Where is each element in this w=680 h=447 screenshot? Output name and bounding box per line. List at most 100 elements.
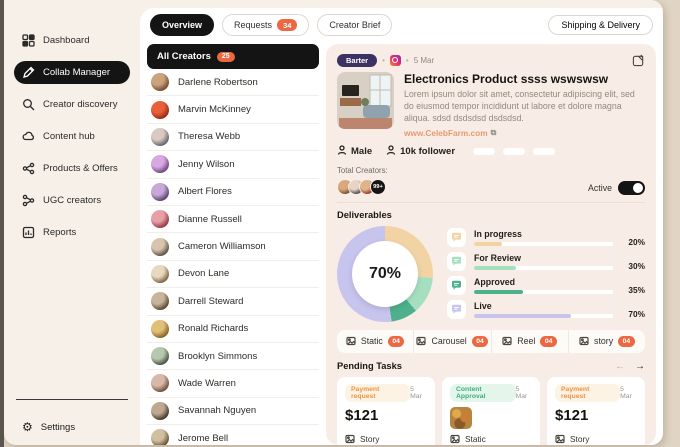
sidebar-item[interactable]: UGC creators: [14, 189, 130, 212]
active-toggle[interactable]: [618, 180, 645, 195]
category-tag[interactable]: [533, 147, 556, 155]
creator-list-item[interactable]: Jerome Bell: [147, 425, 319, 445]
format-chip[interactable]: Reel 04: [492, 329, 569, 353]
total-creators-row: Total Creators: 99+ Active: [337, 166, 645, 195]
sidebar-item-icon: [22, 194, 35, 207]
tab-label: Creator Brief: [329, 20, 381, 30]
category-tag[interactable]: [503, 147, 526, 155]
sidebar-divider: [16, 399, 128, 400]
chat-bubble-icon: [447, 252, 466, 272]
sidebar-item-label: Dashboard: [43, 35, 90, 46]
task-thumbnail: [450, 406, 472, 429]
pending-task-card[interactable]: Payment request 5 Mar $121 Story Guy Haw…: [547, 376, 645, 445]
creator-list-item[interactable]: Ronald Richards: [147, 316, 319, 343]
deliverable-percent: 70%: [628, 309, 645, 320]
category-tag[interactable]: [473, 147, 496, 155]
sidebar-item-label: Collab Manager: [43, 67, 111, 78]
arrow-left-icon[interactable]: ←: [615, 360, 625, 372]
topbar-tab[interactable]: Creator Brief: [317, 14, 393, 36]
avatar: [151, 319, 169, 338]
task-type-badge: Content Approval: [450, 383, 516, 402]
campaign-date: 5 Mar: [413, 55, 435, 65]
format-chip[interactable]: Static 04: [337, 329, 415, 353]
creator-list-item[interactable]: Darrell Steward: [147, 288, 319, 316]
format-label: Reel: [517, 336, 536, 347]
pending-task-card[interactable]: Content Approval 5 Mar Static Guy Hawkin…: [442, 376, 540, 445]
format-chip[interactable]: Carousel 04: [414, 329, 492, 353]
pending-task-cards: Payment request 5 Mar $121 Story Guy Haw…: [337, 376, 645, 445]
content-area: Overview Requests 34 Creator Brief Shipp…: [140, 8, 663, 445]
avatar: [151, 210, 169, 229]
creator-name: Jerome Bell: [178, 432, 229, 444]
deliverable-label: For Review: [474, 253, 521, 264]
creator-list-item[interactable]: Darlene Robertson: [147, 69, 319, 97]
topbar-tab[interactable]: Overview: [150, 14, 215, 36]
task-type-badge: Payment request: [345, 383, 411, 402]
format-label: Static: [360, 336, 383, 347]
all-creators-label: All Creators: [157, 51, 211, 62]
creator-name: Cameron Williamson: [178, 241, 266, 253]
tab-count-badge: 34: [277, 19, 298, 31]
product-image: [337, 72, 394, 129]
creator-list-item[interactable]: Dianne Russell: [147, 206, 319, 234]
avatar: [151, 429, 169, 445]
app-window: Dashboard Collab Manager Creator discove…: [4, 0, 663, 445]
donut-center-value: 70%: [352, 240, 418, 307]
creator-name: Ronald Richards: [178, 323, 249, 335]
sidebar-item[interactable]: Products & Offers: [14, 157, 130, 180]
sidebar-item[interactable]: Dashboard: [14, 29, 130, 52]
format-chip[interactable]: story 04: [569, 330, 645, 353]
person-icon: [386, 144, 396, 158]
task-format-row: Story: [345, 434, 427, 445]
sidebar-item-label: Content hub: [43, 131, 95, 142]
creator-list-item[interactable]: Devon Lane: [147, 261, 319, 289]
edit-icon[interactable]: [632, 54, 645, 67]
avatar: [151, 292, 169, 311]
creator-list-item[interactable]: Jenny Wilson: [147, 151, 319, 179]
product-link[interactable]: www.CelebFarm.com ⧉: [404, 128, 645, 138]
deliverable-row: Approved 35%: [447, 276, 645, 296]
product-row: Electronics Product ssss wswswsw Lorem i…: [337, 72, 645, 138]
creator-name: Brooklyn Simmons: [178, 350, 258, 362]
progress-bar-fill: [474, 314, 572, 319]
topbar-tab[interactable]: Requests 34: [222, 14, 310, 36]
all-creators-header[interactable]: All Creators 25: [147, 44, 319, 69]
settings-label: Settings: [40, 421, 76, 433]
creator-list-item[interactable]: Wade Warren: [147, 370, 319, 398]
arrow-right-icon[interactable]: →: [635, 360, 645, 372]
link-text: www.CelebFarm.com: [404, 127, 488, 138]
dot-separator: •: [382, 55, 385, 65]
sidebar-item-icon: [22, 34, 35, 47]
task-format-label: Story: [570, 433, 590, 444]
sidebar-item[interactable]: Content hub: [14, 125, 130, 148]
progress-bar-fill: [474, 290, 523, 295]
creator-list-item[interactable]: Savannah Nguyen: [147, 398, 319, 426]
progress-bar: [474, 242, 613, 247]
sidebar-item-settings[interactable]: ⚙ Settings: [14, 421, 83, 433]
progress-bar: [474, 314, 613, 319]
progress-bar: [474, 266, 613, 271]
campaign-header: Barter • • 5 Mar: [337, 53, 645, 67]
active-toggle-row: Active: [588, 180, 645, 195]
avatar: [151, 100, 169, 119]
pending-tasks-title: Pending Tasks: [337, 361, 402, 372]
creator-list-item[interactable]: Cameron Williamson: [147, 233, 319, 261]
progress-bar-fill: [474, 242, 502, 247]
sidebar-item[interactable]: Creator discovery: [14, 93, 130, 116]
progress-bar: [474, 290, 613, 295]
pending-tasks-header: Pending Tasks ← →: [337, 361, 645, 372]
creator-name: Albert Flores: [178, 186, 232, 198]
sidebar-item[interactable]: Reports: [14, 221, 130, 244]
campaign-panel: Barter • • 5 Mar: [326, 44, 656, 445]
creator-list-item[interactable]: Brooklyn Simmons: [147, 343, 319, 371]
deliverables-title: Deliverables: [337, 209, 392, 220]
sidebar-item[interactable]: Collab Manager: [14, 61, 130, 84]
pending-task-card[interactable]: Payment request 5 Mar $121 Story Guy Haw…: [337, 376, 435, 445]
creator-list-item[interactable]: Theresa Webb: [147, 124, 319, 152]
creator-list-item[interactable]: Marvin McKinney: [147, 96, 319, 124]
shipping-delivery-button[interactable]: Shipping & Delivery: [548, 15, 653, 35]
creator-name: Darlene Robertson: [178, 76, 258, 88]
sidebar-item-icon: [22, 226, 35, 239]
avatar: [151, 264, 169, 283]
creator-list-item[interactable]: Albert Flores: [147, 179, 319, 206]
